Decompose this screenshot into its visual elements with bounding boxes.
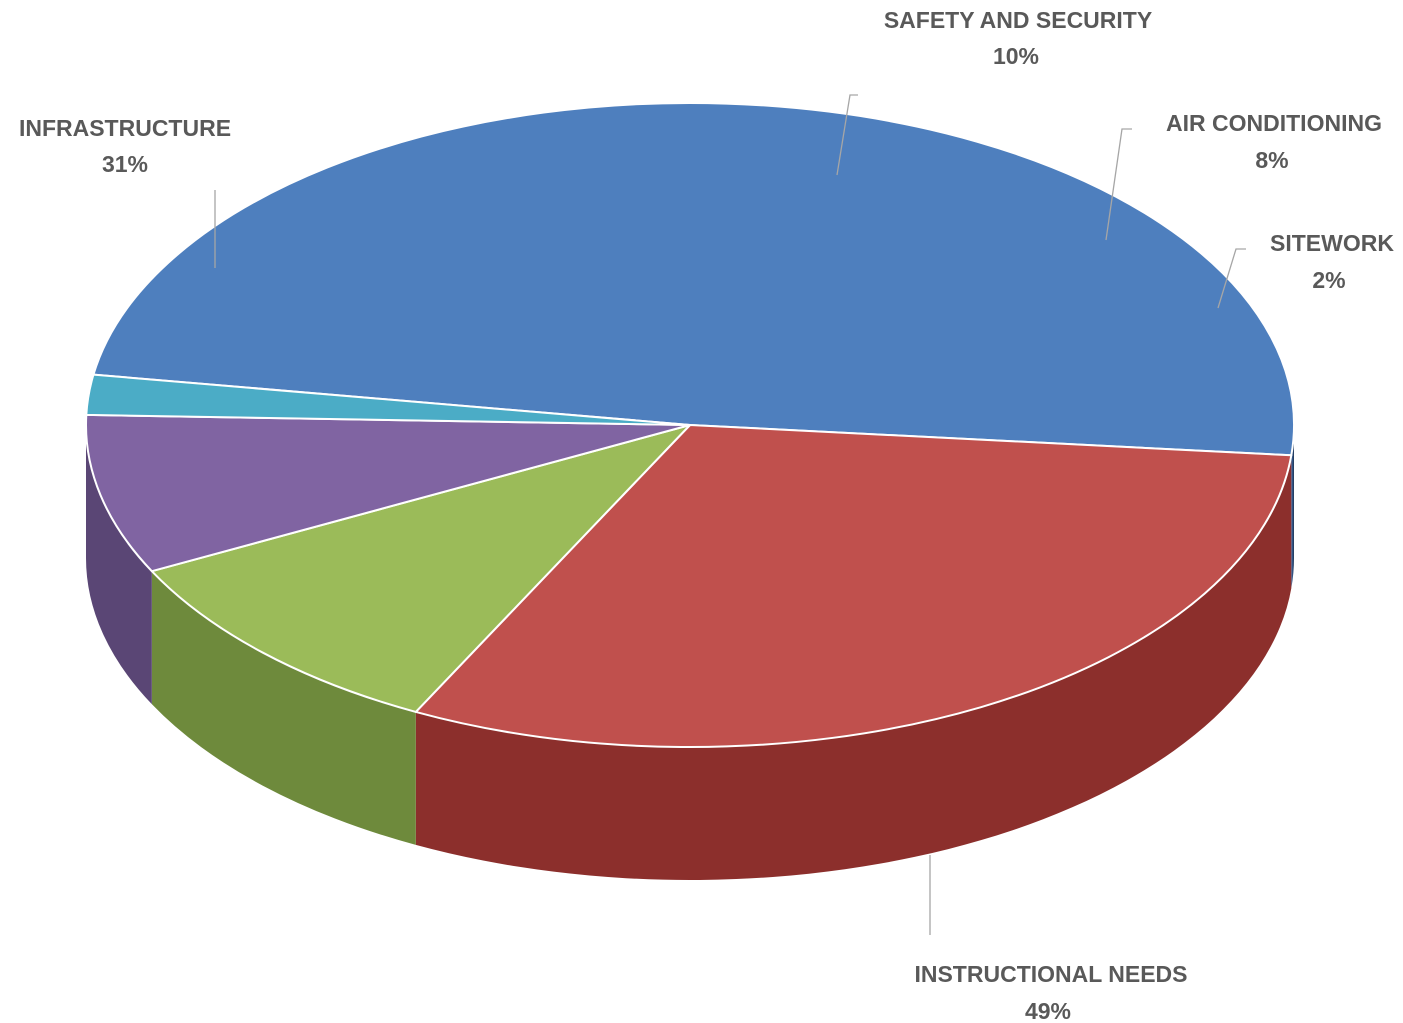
side-instructional-needs (1291, 425, 1294, 589)
label-safety-and-security-name: SAFETY AND SECURITY (884, 7, 1152, 33)
label-infrastructure-name: INFRASTRUCTURE (19, 115, 231, 141)
leader-sitework (1217, 248, 1246, 309)
pie-depth-sides (86, 425, 1294, 881)
label-sitework-name: SITEWORK (1270, 230, 1394, 256)
pie-top-faces (85, 102, 1295, 748)
slice-air-conditioning (85, 413, 691, 573)
label-sitework-percent: 2% (1312, 267, 1345, 293)
slice-infrastructure (414, 424, 1293, 748)
label-instructional-needs-percent: 49% (1025, 998, 1071, 1023)
data-labels: INFRASTRUCTURE 31% SAFETY AND SECURITY 1… (19, 7, 1394, 1023)
leader-lines (214, 94, 1246, 935)
label-infrastructure-percent: 31% (102, 151, 148, 177)
leader-safety-and-security (836, 94, 858, 176)
label-air-conditioning-name: AIR CONDITIONING (1166, 110, 1382, 136)
label-safety-and-security-percent: 10% (993, 43, 1039, 69)
label-air-conditioning-percent: 8% (1255, 147, 1288, 173)
slice-sitework (85, 373, 691, 426)
side-safety-and-security (151, 571, 416, 845)
label-instructional-needs-name: INSTRUCTIONAL NEEDS (914, 961, 1187, 987)
side-air-conditioning (86, 425, 152, 705)
slice-safety-and-security (150, 424, 691, 713)
slice-instructional-needs (92, 102, 1295, 457)
leader-air-conditioning (1105, 128, 1132, 241)
side-infrastructure (415, 455, 1292, 881)
